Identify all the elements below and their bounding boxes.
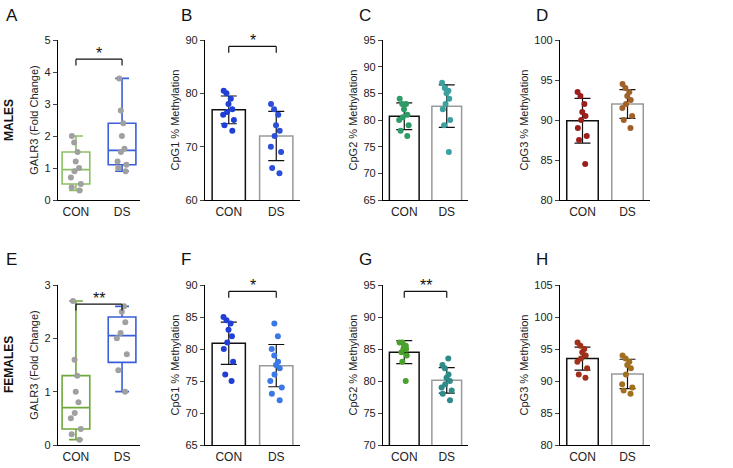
svg-text:95: 95: [363, 279, 375, 291]
svg-text:3: 3: [45, 279, 51, 291]
svg-text:0: 0: [45, 194, 51, 206]
svg-text:CpG1 % Methylation: CpG1 % Methylation: [169, 70, 181, 171]
svg-text:105: 105: [534, 279, 552, 291]
svg-text:CON: CON: [215, 450, 242, 464]
svg-text:95: 95: [363, 34, 375, 46]
svg-text:C: C: [359, 6, 371, 25]
svg-text:**: **: [420, 277, 432, 294]
svg-text:CON: CON: [569, 205, 596, 219]
svg-text:80: 80: [363, 114, 375, 126]
svg-text:100: 100: [534, 34, 552, 46]
svg-text:GALR3 (Fold Change): GALR3 (Fold Change): [28, 65, 40, 174]
svg-text:85: 85: [540, 407, 552, 419]
svg-text:4: 4: [45, 66, 51, 78]
svg-text:70: 70: [185, 407, 197, 419]
svg-text:100: 100: [534, 311, 552, 323]
svg-text:DS: DS: [114, 450, 131, 464]
svg-text:DS: DS: [438, 205, 455, 219]
svg-text:DS: DS: [268, 450, 285, 464]
svg-text:G: G: [359, 250, 372, 269]
svg-text:CpG3 % Methylation: CpG3 % Methylation: [518, 315, 530, 416]
svg-text:DS: DS: [438, 450, 455, 464]
svg-text:90: 90: [363, 311, 375, 323]
svg-text:E: E: [6, 250, 17, 269]
svg-text:DS: DS: [619, 205, 636, 219]
svg-text:85: 85: [185, 311, 197, 323]
svg-text:70: 70: [185, 141, 197, 153]
svg-text:5: 5: [45, 34, 51, 46]
svg-text:CON: CON: [63, 450, 90, 464]
svg-text:*: *: [96, 45, 102, 62]
svg-text:CON: CON: [391, 450, 418, 464]
svg-text:90: 90: [185, 279, 197, 291]
svg-text:80: 80: [540, 194, 552, 206]
svg-text:65: 65: [185, 439, 197, 451]
svg-text:60: 60: [185, 194, 197, 206]
svg-text:MALES: MALES: [2, 99, 16, 141]
svg-text:DS: DS: [268, 205, 285, 219]
svg-text:65: 65: [363, 194, 375, 206]
svg-text:*: *: [250, 32, 256, 49]
svg-text:A: A: [6, 6, 18, 25]
svg-text:CpG3 % Methylation: CpG3 % Methylation: [518, 70, 530, 171]
svg-text:80: 80: [540, 439, 552, 451]
svg-text:CpG1 % Methylation: CpG1 % Methylation: [169, 315, 181, 416]
svg-text:H: H: [536, 250, 548, 269]
svg-text:2: 2: [45, 130, 51, 142]
svg-text:0: 0: [45, 439, 51, 451]
svg-text:D: D: [536, 6, 548, 25]
svg-text:1: 1: [45, 162, 51, 174]
svg-text:CpG2 % Methylation: CpG2 % Methylation: [347, 315, 359, 416]
svg-text:CON: CON: [63, 205, 90, 219]
svg-text:CON: CON: [215, 205, 242, 219]
svg-text:**: **: [93, 290, 105, 307]
svg-text:1: 1: [45, 386, 51, 398]
svg-text:2: 2: [45, 332, 51, 344]
svg-text:85: 85: [363, 343, 375, 355]
svg-text:80: 80: [185, 87, 197, 99]
svg-text:B: B: [181, 6, 192, 25]
svg-text:FEMALES: FEMALES: [2, 336, 16, 393]
svg-text:*: *: [250, 277, 256, 294]
svg-text:GALR3 (Fold Change): GALR3 (Fold Change): [28, 310, 40, 419]
svg-text:DS: DS: [619, 450, 636, 464]
svg-text:3: 3: [45, 98, 51, 110]
svg-text:90: 90: [363, 61, 375, 73]
svg-text:70: 70: [363, 439, 375, 451]
svg-text:F: F: [181, 250, 191, 269]
svg-text:90: 90: [540, 375, 552, 387]
svg-text:90: 90: [185, 34, 197, 46]
svg-text:CpG2 % Methylation: CpG2 % Methylation: [347, 70, 359, 171]
svg-text:DS: DS: [114, 205, 131, 219]
svg-text:75: 75: [363, 407, 375, 419]
svg-text:80: 80: [363, 375, 375, 387]
svg-text:CON: CON: [391, 205, 418, 219]
svg-text:85: 85: [363, 87, 375, 99]
svg-text:75: 75: [185, 375, 197, 387]
svg-text:90: 90: [540, 114, 552, 126]
svg-text:75: 75: [363, 141, 375, 153]
svg-text:95: 95: [540, 343, 552, 355]
svg-text:CON: CON: [569, 450, 596, 464]
svg-text:95: 95: [540, 74, 552, 86]
svg-text:85: 85: [540, 154, 552, 166]
svg-text:70: 70: [363, 167, 375, 179]
svg-text:80: 80: [185, 343, 197, 355]
